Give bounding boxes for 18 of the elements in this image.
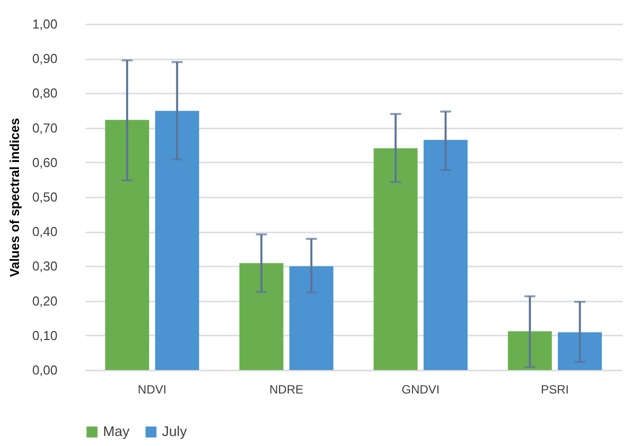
y-tick-label: 0,00 — [32, 362, 58, 378]
y-tick-label: 0,40 — [32, 224, 58, 240]
y-tick-label: 0,80 — [32, 86, 58, 101]
y-tick-label: 0,50 — [32, 190, 58, 204]
x-tick-label: NDRE — [269, 382, 304, 396]
y-tick-label: 0,70 — [32, 120, 58, 136]
y-tick-label: 0,90 — [32, 51, 58, 66]
x-tick-label: GNDVI — [402, 382, 440, 396]
y-tick-label: 0,20 — [32, 293, 58, 308]
y-axis-title: Values of spectral indices — [7, 118, 22, 277]
legend-label: July — [162, 423, 187, 439]
legend-label: May — [103, 423, 130, 439]
y-tick-label: 0,60 — [32, 154, 58, 170]
y-tick-label: 0,30 — [32, 258, 58, 274]
y-tick-label: 1,00 — [32, 16, 58, 32]
x-tick-label: PSRI — [540, 382, 569, 396]
x-tick-label: NDVI — [138, 382, 166, 396]
y-tick-label: 0,10 — [32, 328, 58, 343]
